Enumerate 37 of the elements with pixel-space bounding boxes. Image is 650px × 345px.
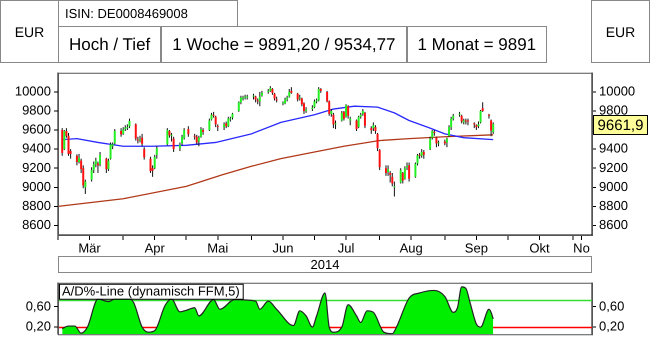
x-tick-label: Mai — [207, 240, 228, 256]
text: 1 Monat = 9891 — [406, 26, 548, 63]
x-tick-label: Jul — [338, 240, 354, 256]
y-tick-label: 10000 — [14, 83, 51, 98]
y-axis-title: EUR — [0, 0, 59, 63]
x-axis-title: 2014 — [58, 256, 592, 273]
y2-tick-label: 8600 — [599, 217, 628, 232]
y2-tick-label: 10000 — [599, 83, 636, 98]
y2-tick-label: 0,20 — [599, 318, 624, 334]
y-tick-label: 9800 — [22, 102, 51, 118]
y2-tick-label: 9200 — [599, 160, 628, 175]
y-tick-label: 0,20 — [26, 318, 51, 334]
x-tick-label: Mär — [78, 240, 102, 256]
x-tick-label: No — [573, 240, 590, 256]
y-tick-label: 8800 — [22, 198, 51, 213]
text: 9661,9 — [593, 115, 648, 135]
x-tick-label: Jun — [272, 240, 294, 256]
x-tick-label: Okt — [529, 240, 550, 256]
y-tick-label: 9000 — [22, 178, 51, 194]
y2-tick-label: 0,60 — [599, 298, 624, 314]
x-tick-label: Sep — [464, 240, 488, 256]
x-tick-label: Apr — [144, 240, 166, 256]
chart-title: A/D%-Line (dynamisch FFM,5) — [62, 283, 240, 298]
text: 1 Woche = 9891,20 / 9534,77 — [161, 26, 406, 63]
y-tick-label: 9400 — [22, 140, 51, 156]
y2-tick-label: 9400 — [599, 140, 628, 156]
y-tick-label: 0,60 — [26, 298, 51, 314]
y2-axis-title: EUR — [591, 0, 650, 63]
y2-tick-label: 9000 — [599, 178, 628, 194]
y-tick-label: 8600 — [22, 217, 51, 232]
y-tick-label: 9600 — [22, 122, 51, 137]
y2-tick-label: 9800 — [599, 102, 628, 118]
y2-tick-label: 8800 — [599, 198, 628, 213]
text: ISIN: DE0008469008 — [58, 0, 238, 27]
text: Hoch / Tief — [58, 26, 162, 63]
y-tick-label: 9200 — [22, 160, 51, 175]
x-tick-label: Aug — [400, 240, 423, 256]
